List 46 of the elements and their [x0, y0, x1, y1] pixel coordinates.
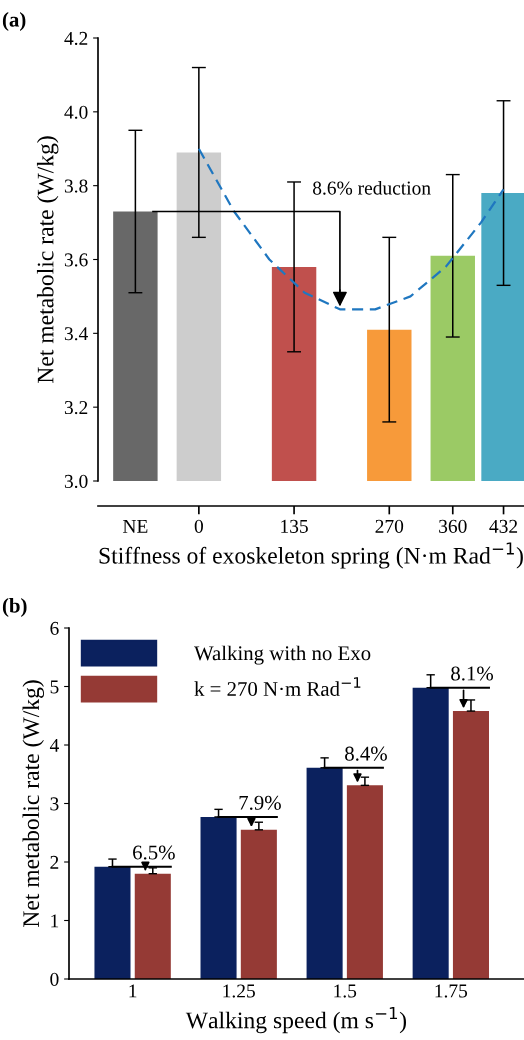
x-tick-label: 1.25: [223, 984, 255, 998]
y-tick-label: 2: [50, 855, 59, 869]
bar: [452, 711, 489, 979]
y-tick-label: 0: [50, 972, 59, 986]
line-series: [197, 147, 505, 311]
bar: [240, 829, 277, 979]
x-tick-label: 360: [439, 519, 467, 533]
annotation: 6.5%: [133, 845, 175, 860]
chart-title: (a): [2, 12, 26, 31]
legend-label: Walking with no Exo: [194, 645, 371, 665]
annotation: 7.9%: [239, 795, 281, 810]
x-tick-label: 135: [281, 519, 308, 533]
bar: [200, 816, 237, 979]
bar: [346, 785, 383, 979]
y-axis-title: Net metabolic rate (W/kg): [22, 680, 44, 928]
y-tick-label: 1: [51, 914, 59, 928]
y-tick-label: 3.0: [64, 474, 88, 489]
y-tick-label: 4: [49, 738, 59, 752]
x-tick-label: 1.5: [334, 984, 357, 998]
y-tick-label: 4.2: [64, 31, 88, 46]
annotation: 8.6% reduction: [313, 180, 431, 195]
bar: [412, 687, 449, 979]
bar: [94, 866, 131, 979]
y-tick-label: 3.4: [64, 327, 88, 341]
x-axis-title: Stiffness of exoskeleton spring (N·m Rad$^{−1}$): [99, 542, 523, 569]
x-tick-label: 1.75: [435, 984, 468, 998]
legend-label: k = 270 N·m Rad$^{−1}$: [194, 677, 361, 696]
x-tick-label: NE: [122, 519, 148, 533]
x-tick-label: 432: [489, 519, 518, 533]
bar: [134, 873, 171, 979]
y-tick-label: 3.6: [64, 253, 88, 267]
y-tick-label: 3: [50, 797, 59, 811]
x-tick-label: 270: [375, 519, 404, 533]
x-tick-label: 1: [129, 984, 137, 998]
annotation: 8.4%: [345, 746, 387, 761]
chart-title: (b): [2, 598, 27, 617]
y-tick-label: 3.2: [64, 401, 88, 415]
y-axis-title: Net metabolic rate (W/kg): [36, 136, 59, 384]
y-tick-label: 5: [50, 680, 59, 694]
x-axis-title: Walking speed (m s$^{−1}$): [185, 1007, 407, 1034]
x-tick-label: 0: [194, 519, 203, 533]
bar: [306, 767, 343, 979]
y-tick-label: 4.0: [64, 105, 88, 119]
y-tick-label: 6: [50, 621, 59, 635]
annotation: 8.1%: [451, 666, 494, 681]
y-tick-label: 3.8: [64, 179, 88, 193]
